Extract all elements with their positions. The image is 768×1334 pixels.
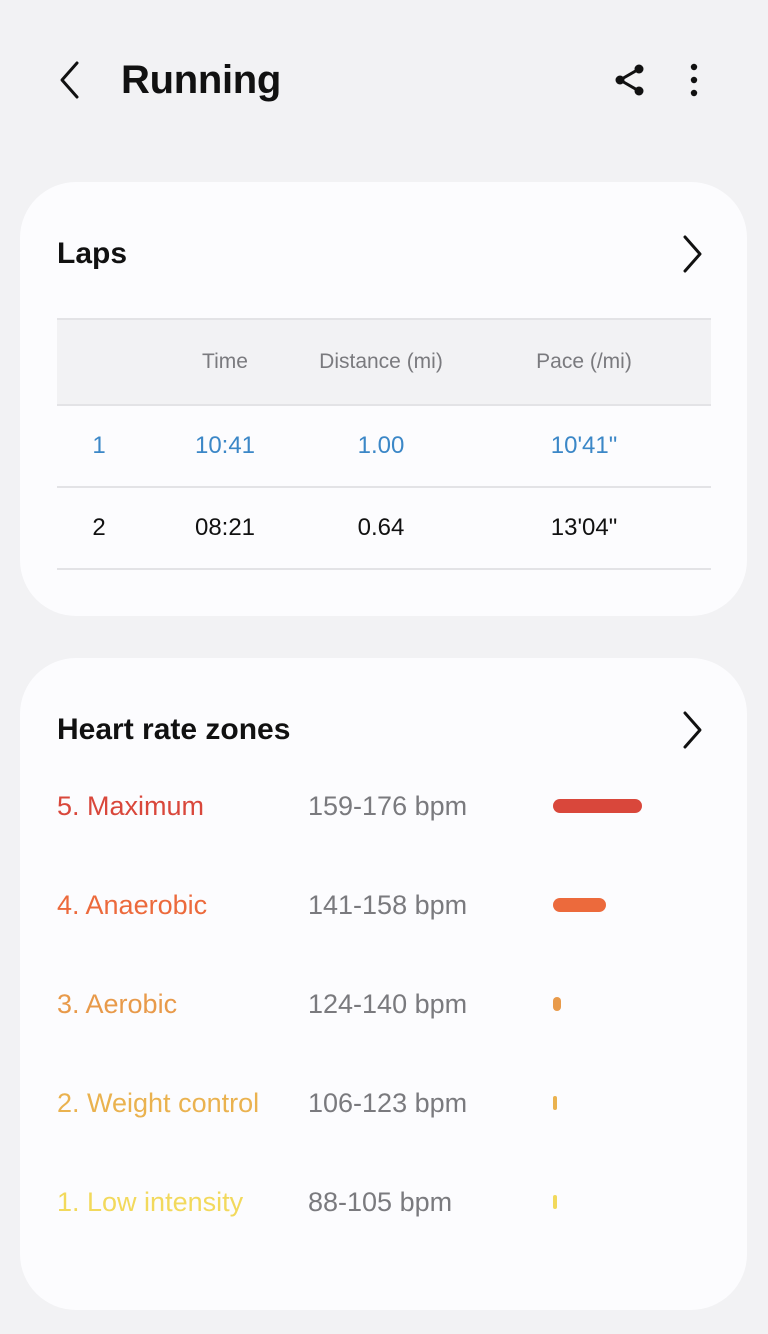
zone-bar [553, 1096, 557, 1110]
zone-bar-track [553, 898, 673, 912]
app-bar: Running [0, 0, 768, 160]
laps-header[interactable]: Laps [57, 224, 710, 284]
more-vertical-icon [690, 63, 698, 97]
lap-number: 2 [92, 514, 106, 541]
zone-bar [553, 799, 642, 813]
chevron-left-icon [60, 61, 79, 99]
zone-range: 159-176 bpm [308, 790, 468, 821]
zone-row: 2. Weight control 106-123 bpm [57, 1073, 711, 1133]
zone-bar-track [553, 1195, 673, 1209]
column-header-pace: Pace (/mi) [536, 350, 632, 373]
zone-row: 1. Low intensity 88-105 bpm [57, 1172, 711, 1232]
column-header-distance: Distance (mi) [319, 350, 443, 373]
chevron-right-icon [674, 708, 710, 752]
zone-range: 88-105 bpm [308, 1186, 453, 1217]
zone-bar-track [553, 799, 673, 813]
lap-pace: 13'04" [550, 514, 618, 541]
zone-name: 5. Maximum [57, 790, 205, 821]
chevron-right-icon [674, 232, 710, 276]
zone-bar-track [553, 1096, 673, 1110]
column-header-time: Time [202, 350, 248, 373]
heart-rate-zones-header[interactable]: Heart rate zones [57, 700, 710, 760]
zone-name: 2. Weight control [57, 1087, 260, 1118]
zone-bar [553, 898, 606, 912]
zone-row: 4. Anaerobic 141-158 bpm [57, 875, 711, 935]
lap-number: 1 [92, 432, 106, 459]
lap-distance: 1.00 [357, 432, 405, 459]
laps-title: Laps [57, 237, 128, 270]
zone-name: 3. Aerobic [57, 988, 178, 1019]
column-header-lap [57, 320, 141, 404]
lap-distance: 0.64 [357, 514, 405, 541]
zone-row: 3. Aerobic 124-140 bpm [57, 974, 711, 1034]
zone-bar [553, 997, 561, 1011]
heart-rate-zones-title: Heart rate zones [57, 713, 291, 746]
page-title: Running [121, 58, 282, 102]
laps-card: Laps Time Distance (mi) Pace (/mi) 1 10:… [20, 182, 747, 616]
zone-range: 106-123 bpm [308, 1087, 468, 1118]
lap-time: 08:21 [194, 514, 256, 541]
zone-name: 1. Low intensity [57, 1186, 244, 1217]
share-button[interactable] [606, 56, 654, 104]
table-row[interactable]: 2 08:21 0.64 13'04" [57, 488, 711, 570]
laps-table: Time Distance (mi) Pace (/mi) 1 10:41 1.… [57, 318, 711, 570]
lap-pace: 10'41" [550, 432, 618, 459]
zone-bar [553, 1195, 557, 1209]
more-options-button[interactable] [672, 56, 716, 104]
back-button[interactable] [48, 58, 92, 102]
table-row[interactable]: 1 10:41 1.00 10'41" [57, 406, 711, 488]
zone-row: 5. Maximum 159-176 bpm [57, 776, 711, 836]
heart-rate-zones-card: Heart rate zones 5. Maximum 159-176 bpm … [20, 658, 747, 1310]
zone-range: 141-158 bpm [308, 889, 468, 920]
table-header: Time Distance (mi) Pace (/mi) [57, 318, 711, 406]
zone-bar-track [553, 997, 673, 1011]
share-icon [615, 64, 644, 96]
zone-name: 4. Anaerobic [57, 889, 208, 920]
zone-range: 124-140 bpm [308, 988, 468, 1019]
lap-time: 10:41 [194, 432, 256, 459]
